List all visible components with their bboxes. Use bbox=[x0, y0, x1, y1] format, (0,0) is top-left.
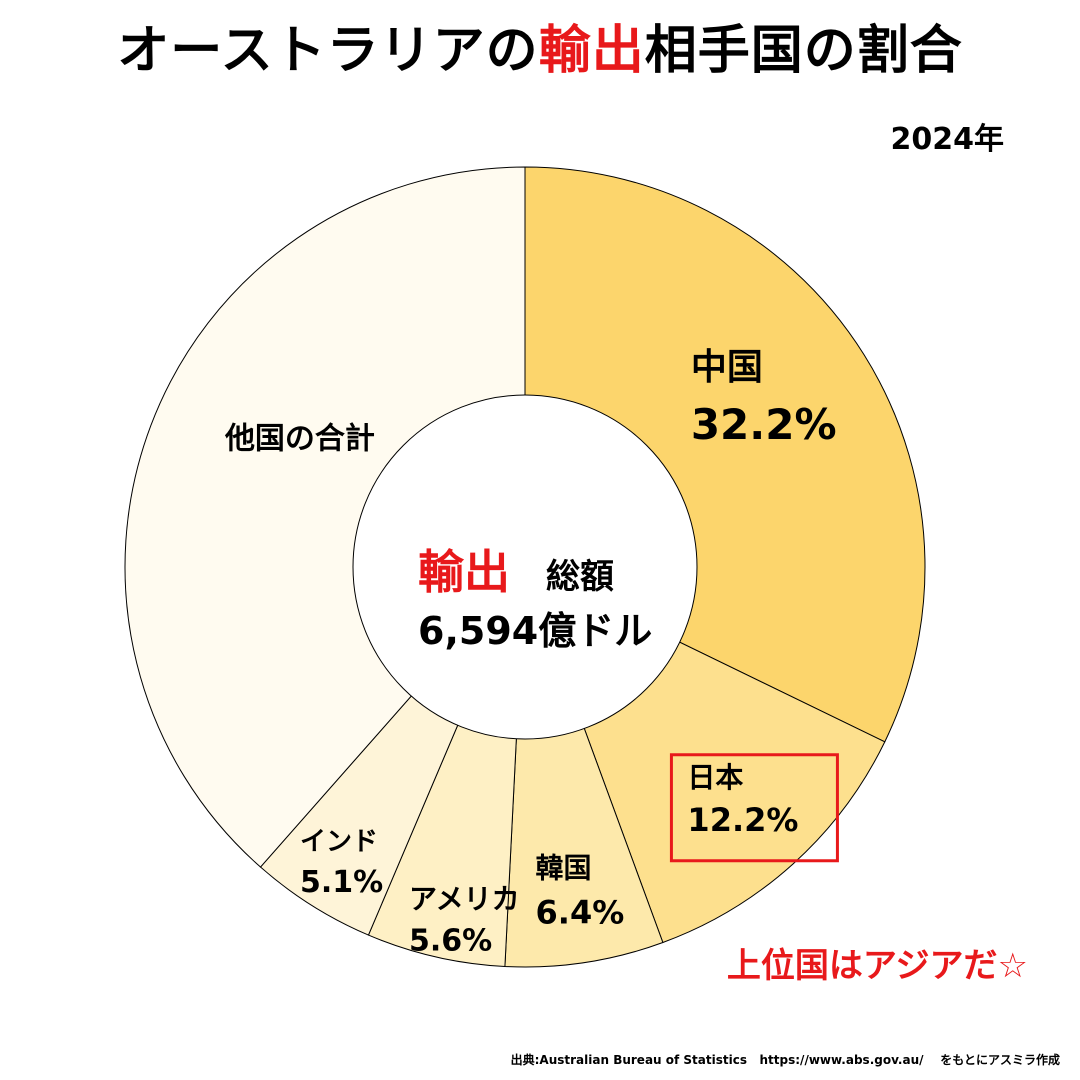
slice-label-2: 日本 bbox=[687, 761, 743, 794]
center-highlight: 輸出 bbox=[418, 545, 510, 599]
center-total: 6,594億ドル bbox=[418, 609, 652, 653]
center-label-text: 総額 bbox=[546, 557, 614, 597]
slice-label-1: 中国 bbox=[691, 347, 763, 388]
center-label: 輸出 総額 6,594億ドル bbox=[418, 545, 652, 653]
slice-value-3: 6.4% bbox=[536, 894, 625, 932]
slice-label-3: 韓国 bbox=[536, 852, 592, 885]
note-text: 上位国はアジアだ☆ bbox=[726, 946, 1028, 986]
slice-6 bbox=[124, 166, 526, 868]
slice-value-1: 32.2% bbox=[691, 400, 837, 449]
highlight-box bbox=[669, 753, 839, 863]
title-suffix: 相手国の割合 bbox=[644, 21, 963, 81]
year-label: 2024年 bbox=[890, 122, 1005, 157]
slice-label-5: インド bbox=[300, 827, 378, 857]
slice-value-4: 5.6% bbox=[409, 924, 492, 959]
slice-value-5: 5.1% bbox=[300, 865, 383, 900]
slice-label-4: アメリカ bbox=[409, 883, 520, 916]
title-prefix: オーストラリアの bbox=[117, 21, 539, 81]
slice-label-6: 他国の合計 bbox=[224, 422, 375, 457]
source-text: 出典:Australian Bureau of Statistics https… bbox=[510, 1053, 1060, 1067]
donut-hole bbox=[352, 394, 698, 740]
chart-title: オーストラリアの輸出相手国の割合 bbox=[0, 8, 1080, 83]
title-highlight: 輸出 bbox=[538, 21, 645, 81]
slice-labels: 中国 32.2% 日本 12.2% 韓国 6.4% アメリカ 5.6% インド 5.1% 他国の合計 bbox=[224, 347, 837, 958]
slice-value-2: 12.2% bbox=[687, 801, 798, 839]
